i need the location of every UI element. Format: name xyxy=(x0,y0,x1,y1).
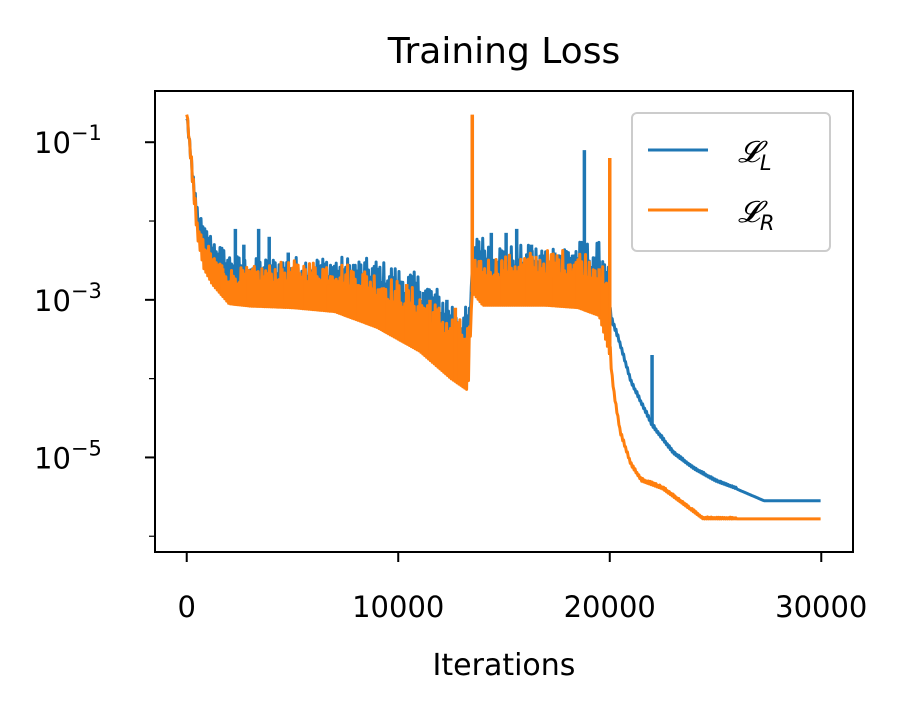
legend-frame xyxy=(631,112,831,252)
y-tick-label: 10−5 xyxy=(34,436,102,475)
plot-frame xyxy=(154,90,854,553)
x-tick-label: 0 xyxy=(178,590,196,624)
chart-title: Training Loss xyxy=(387,31,620,72)
y-tick-label: 10−1 xyxy=(34,121,102,160)
x-axis: 0 10000 20000 30000 xyxy=(178,552,867,624)
x-axis-label: Iterations xyxy=(433,648,576,683)
y-tick-label: 10−3 xyxy=(34,279,102,318)
x-tick-label: 30000 xyxy=(775,590,867,624)
x-tick-label: 10000 xyxy=(352,590,444,624)
legend-label: 𝓛R xyxy=(738,195,774,235)
series-line-L_R xyxy=(185,114,822,521)
x-tick-label: 20000 xyxy=(564,590,656,624)
y-axis: 10−1 10−3 10−5 xyxy=(34,121,155,537)
